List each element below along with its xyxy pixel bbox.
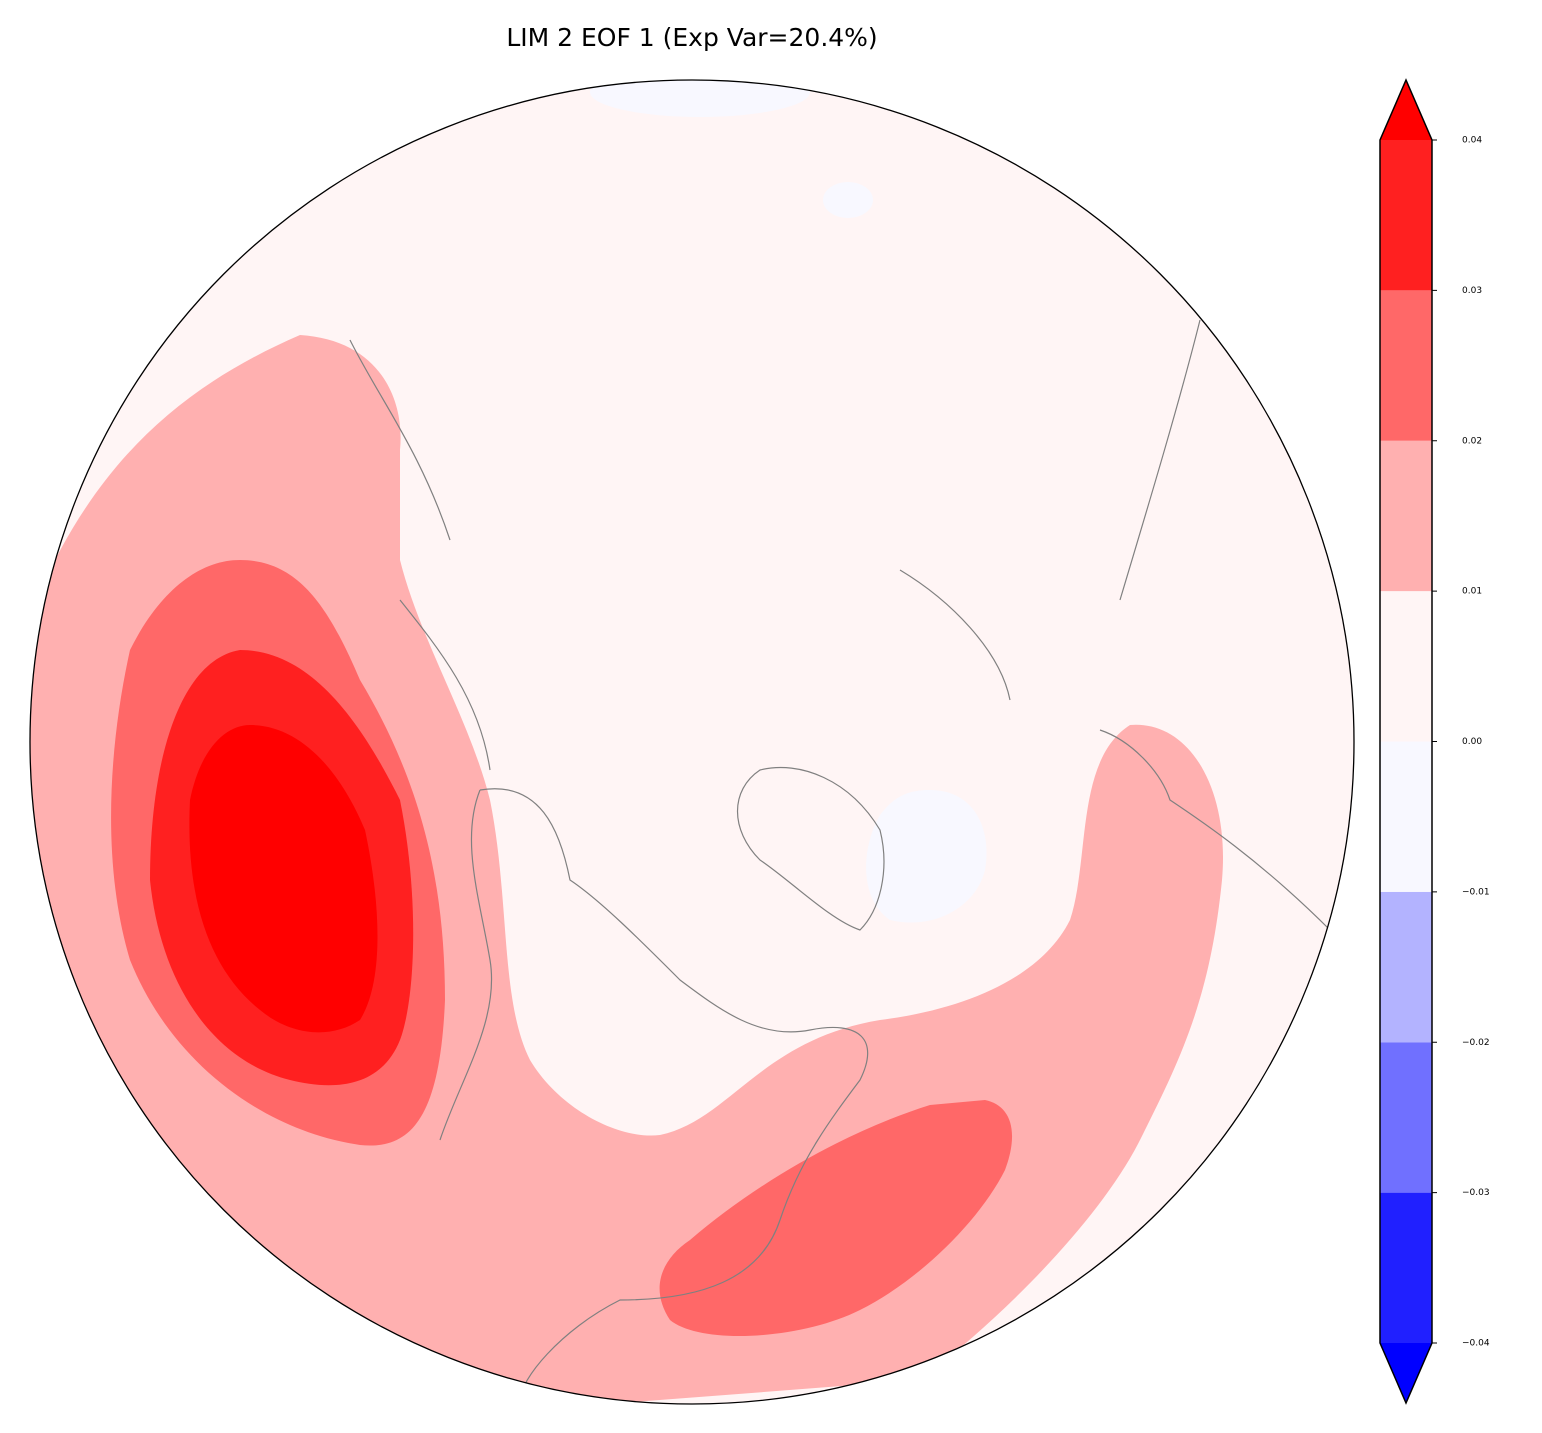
coastline: [439, 788, 869, 1401]
colorbar-tick-label: −0.01: [1462, 887, 1490, 897]
colorbar-band: [1380, 591, 1432, 742]
contour-fill: [823, 182, 873, 218]
contour-fill: [590, 80, 810, 117]
colorbar-band: [1380, 290, 1432, 441]
colorbar-band: [1380, 891, 1432, 1043]
map: [30, 80, 1331, 1404]
contour-fill: [189, 725, 378, 1033]
colorbar-band: [1380, 741, 1432, 892]
colorbar-tick-label: −0.04: [1462, 1339, 1490, 1349]
colorbar-band: [1380, 1192, 1432, 1343]
colorbar-extend-over: [1380, 80, 1432, 140]
coastline: [349, 319, 1331, 931]
colorbar-band: [1380, 1042, 1432, 1193]
colorbar-tick-label: 0.04: [1462, 136, 1482, 146]
colorbar-tick-label: 0.00: [1462, 737, 1482, 747]
map-title: LIM 2 EOF 1 (Exp Var=20.4%): [506, 23, 877, 52]
map-frame: [29, 79, 1355, 1405]
colorbar-band: [1380, 140, 1432, 291]
colorbar-tick-label: −0.03: [1462, 1188, 1490, 1198]
colorbar-extend-under: [1380, 1343, 1432, 1403]
colorbar-band: [1380, 440, 1432, 592]
coastline: [737, 766, 885, 931]
colorbar-tick-label: −0.02: [1462, 1038, 1490, 1048]
contour-fill: [866, 790, 987, 923]
colorbar-tick-label: 0.02: [1462, 436, 1482, 446]
contour-fill: [659, 1100, 1013, 1337]
colorbar-tick-label: 0.03: [1462, 286, 1482, 296]
colorbar: −0.04 −0.03 −0.02 −0.01 0.00 0.01 0.02 0.03 0.04: [1379, 78, 1490, 1405]
colorbar-tick-label: 0.01: [1462, 587, 1482, 597]
